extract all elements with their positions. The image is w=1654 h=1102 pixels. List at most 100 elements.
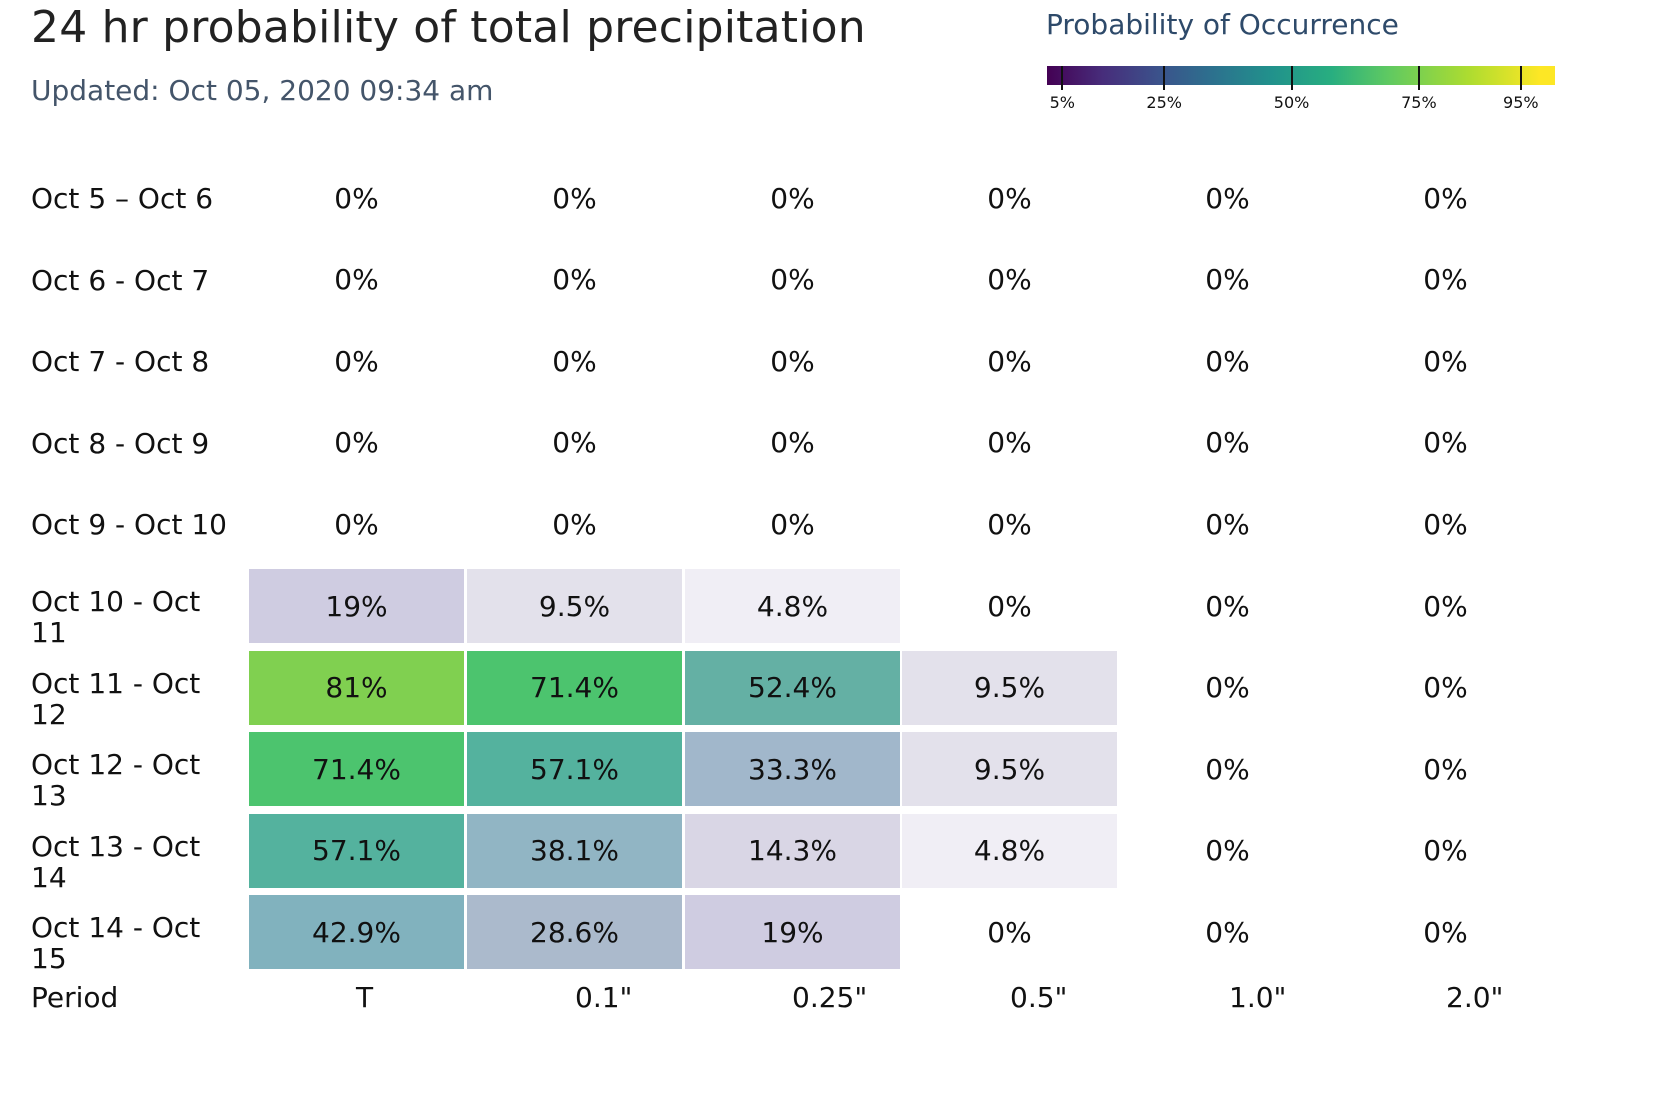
heatmap-cell: 9.5%: [902, 650, 1117, 725]
updated-timestamp: Updated: Oct 05, 2020 09:34 am: [31, 74, 494, 107]
cell-value-label: 0%: [1423, 834, 1468, 868]
heatmap-cell: 0%: [902, 895, 1117, 969]
cell-value-label: 0%: [1205, 915, 1250, 949]
heatmap-cell: 9.5%: [467, 569, 682, 643]
row-label: Oct 7 - Oct 8: [31, 346, 246, 377]
cell-value-label: 0%: [552, 426, 597, 460]
heatmap-cell: 0%: [685, 161, 900, 235]
heatmap-cell: 0%: [1120, 569, 1335, 643]
cell-value-label: 0%: [987, 263, 1032, 297]
cell-value-label: 9.5%: [973, 671, 1046, 705]
x-tick-label: T: [356, 981, 374, 1014]
colorbar-tick: [1061, 66, 1064, 90]
cell-value-label: 0%: [1205, 589, 1250, 623]
heatmap-cell: 0%: [685, 324, 900, 398]
cell-value-label: 0%: [987, 915, 1032, 949]
heatmap-cell: 0%: [1338, 569, 1553, 643]
heatmap-cell: 0%: [249, 487, 464, 561]
y-axis-title: Period: [31, 981, 119, 1014]
colorbar-tick-label: 5%: [1049, 93, 1075, 112]
row-label: Oct 9 - Oct 10: [31, 509, 246, 540]
x-tick-label: 1.0": [1229, 981, 1287, 1014]
heatmap-cell: 0%: [1338, 651, 1553, 725]
heatmap-cell: 0%: [685, 243, 900, 317]
cell-value-label: 4.8%: [973, 834, 1046, 868]
heatmap-cell: 0%: [467, 161, 682, 235]
row-label: Oct 13 - Oct 14: [31, 831, 246, 893]
cell-value-label: 0%: [770, 344, 815, 378]
row-label: Oct 14 - Oct 15: [31, 912, 246, 974]
row-label-line: 11: [31, 616, 67, 649]
cell-value-label: 0%: [770, 263, 815, 297]
cell-value-label: 0%: [1205, 263, 1250, 297]
heatmap-cell: 0%: [1120, 651, 1335, 725]
colorbar-tick-label: 25%: [1146, 93, 1182, 112]
cell-value-label: 0%: [1423, 263, 1468, 297]
row-label: Oct 12 - Oct 13: [31, 749, 246, 811]
cell-value-label: 0%: [552, 181, 597, 215]
cell-value-label: 0%: [987, 344, 1032, 378]
cell-value-label: 52.4%: [748, 671, 837, 705]
colorbar: [1047, 66, 1555, 85]
heatmap-cell: 42.9%: [249, 895, 464, 970]
cell-value-label: 0%: [1205, 752, 1250, 786]
heatmap-cell: 28.6%: [467, 895, 682, 970]
heatmap-cell: 4.8%: [685, 569, 900, 643]
cell-value-label: 0%: [1205, 834, 1250, 868]
colorbar-tick-label: 50%: [1273, 93, 1310, 112]
cell-value-label: 0%: [1423, 752, 1468, 786]
heatmap-cell: 0%: [1338, 324, 1553, 398]
heatmap-cell: 0%: [1120, 732, 1335, 806]
cell-value-label: 0%: [987, 181, 1032, 215]
heatmap-cell: 0%: [1120, 161, 1335, 235]
heatmap-cell: 0%: [249, 406, 464, 480]
colorbar-tick: [1519, 66, 1522, 90]
row-label-line: 14: [31, 860, 67, 894]
row-label-line: Oct 12 - Oct: [31, 748, 201, 782]
cell-value-label: 0%: [552, 263, 597, 297]
x-tick-label: 2.0": [1446, 981, 1504, 1014]
cell-value-label: 0%: [770, 507, 815, 541]
heatmap-cell: 0%: [685, 406, 900, 480]
cell-value-label: 33.3%: [748, 752, 837, 786]
heatmap-cell: 4.8%: [902, 813, 1117, 888]
colorbar-tick-label: 95%: [1503, 93, 1539, 112]
cell-value-label: 0%: [770, 426, 815, 460]
row-label: Oct 11 - Oct 12: [31, 668, 246, 730]
cell-value-label: 0%: [1423, 915, 1468, 949]
heatmap-cell: 0%: [902, 324, 1117, 398]
heatmap-cell: 38.1%: [467, 813, 682, 888]
cell-value-label: 71.4%: [530, 671, 619, 705]
cell-value-label: 0%: [1205, 181, 1250, 215]
row-label: Oct 6 - Oct 7: [31, 265, 246, 296]
heatmap-cell: 0%: [467, 406, 682, 480]
cell-value-label: 0%: [334, 344, 379, 378]
heatmap-cell: 0%: [1120, 814, 1335, 888]
heatmap-cell: 0%: [1338, 732, 1553, 806]
heatmap-cell: 0%: [1338, 814, 1553, 888]
row-label: Oct 8 - Oct 9: [31, 428, 246, 459]
cell-value-label: 28.6%: [530, 915, 619, 949]
row-label-line: Oct 5 – Oct 6: [31, 182, 214, 215]
heatmap-cell: 0%: [249, 161, 464, 235]
heatmap-cell: 71.4%: [467, 650, 682, 725]
heatmap-cell: 0%: [249, 243, 464, 317]
cell-value-label: 0%: [1423, 589, 1468, 623]
colorbar-tick-label: 75%: [1401, 93, 1437, 112]
cell-value-label: 0%: [552, 344, 597, 378]
chart-title: 24 hr probability of total precipitation: [31, 2, 866, 53]
row-label-line: Oct 6 - Oct 7: [31, 263, 210, 297]
cell-value-label: 0%: [987, 589, 1032, 623]
heatmap-cell: 14.3%: [685, 813, 900, 888]
row-label-line: 13: [31, 779, 67, 813]
heatmap-cell: 0%: [1120, 324, 1335, 398]
heatmap-cell: 57.1%: [467, 732, 682, 807]
colorbar-tick: [1290, 66, 1293, 90]
heatmap-cell: 0%: [902, 406, 1117, 480]
heatmap-cell: 0%: [467, 243, 682, 317]
legend-title: Probability of Occurrence: [1046, 8, 1399, 41]
x-tick-label: 0.5": [1010, 981, 1068, 1014]
cell-value-label: 0%: [1205, 426, 1250, 460]
cell-value-label: 0%: [1423, 181, 1468, 215]
heatmap-cell: 0%: [902, 161, 1117, 235]
